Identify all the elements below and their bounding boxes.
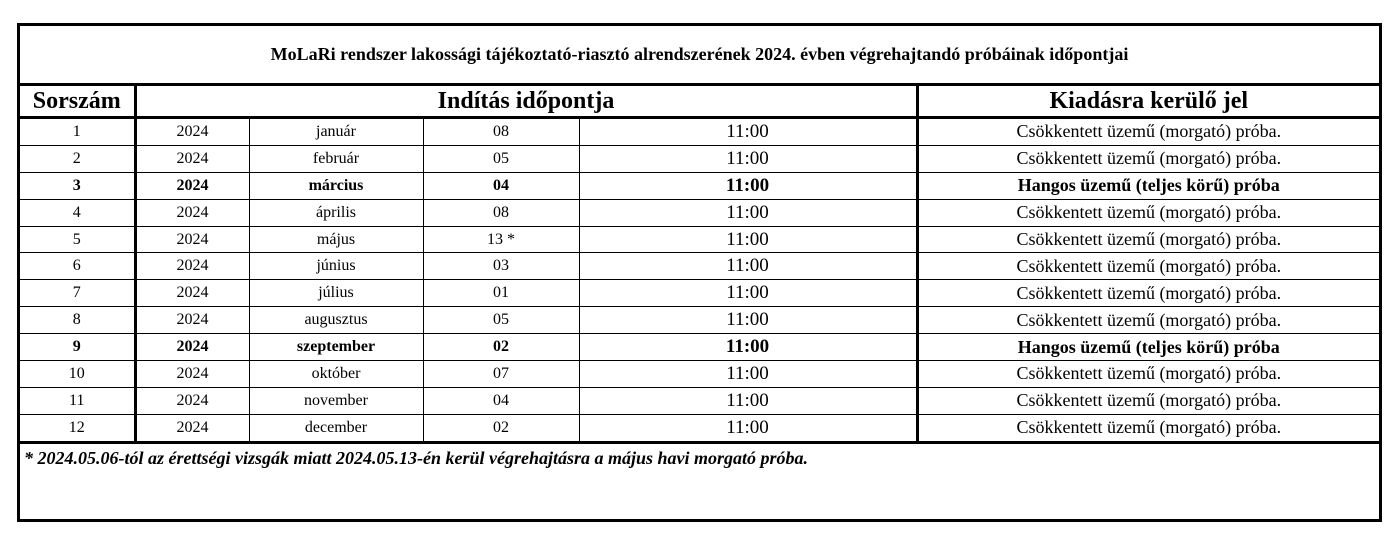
table-row: 10 2024 október 07 11:00 Csökkentett üzemű (m… (20, 360, 1379, 388)
row-year: 2024 (133, 172, 250, 200)
row-month: május (248, 226, 424, 254)
row-number: 1 (20, 117, 136, 146)
row-year: 2024 (133, 387, 250, 415)
row-signal: Csökkentett üzemű (morgató) próba. (915, 226, 1379, 254)
table-row: 11 2024 november 04 11:00 Csökkentett üzemű (… (20, 387, 1379, 415)
row-day: 07 (422, 360, 580, 388)
row-month: november (248, 387, 424, 415)
row-month: július (248, 279, 424, 308)
row-time: 11:00 (578, 199, 918, 227)
row-signal: Csökkentett üzemű (morgató) próba. (915, 145, 1379, 173)
row-month: április (248, 199, 424, 227)
row-number: 3 (20, 172, 136, 200)
row-time: 11:00 (578, 414, 918, 444)
table-row: 1 2024 január 08 11:00 Csökkentett üzemű (mor… (20, 117, 1379, 146)
row-month: október (248, 360, 424, 388)
document-title: MoLaRi rendszer lakossági tájékoztató-ri… (20, 26, 1379, 86)
row-year: 2024 (133, 199, 250, 227)
row-day: 03 (422, 252, 580, 281)
row-month: január (248, 117, 424, 146)
row-year: 2024 (133, 145, 250, 173)
row-number: 9 (20, 333, 136, 362)
row-time: 11:00 (578, 226, 918, 254)
row-day: 02 (422, 333, 580, 362)
row-month: december (248, 414, 424, 444)
row-number: 12 (20, 414, 136, 444)
row-number: 6 (20, 252, 136, 281)
schedule-table: Sorszám Indítás időpontja Kiadásra kerül… (20, 86, 1379, 444)
table-row: 6 2024 június 03 11:00 Csökkentett üzemű (mor… (20, 252, 1379, 281)
row-day: 13 * (422, 226, 580, 254)
row-signal: Csökkentett üzemű (morgató) próba. (915, 306, 1379, 335)
header-number: Sorszám (20, 86, 135, 119)
row-time: 11:00 (578, 333, 918, 362)
table-row: 5 2024 május 13 * 11:00 Csökkentett üzemű (mo… (20, 226, 1379, 254)
header-signal: Kiadásra kerülő jel (915, 86, 1379, 119)
row-signal: Hangos üzemű (teljes körű) próba (915, 172, 1379, 200)
table-row: 7 2024 július 01 11:00 Csökkentett üzemű (mor… (20, 279, 1379, 308)
row-year: 2024 (133, 117, 250, 146)
row-day: 05 (422, 145, 580, 173)
row-time: 11:00 (578, 252, 918, 281)
row-number: 10 (20, 360, 136, 388)
row-year: 2024 (133, 252, 250, 281)
row-year: 2024 (133, 360, 250, 388)
row-time: 11:00 (578, 117, 918, 146)
row-signal: Csökkentett üzemű (morgató) próba. (915, 279, 1379, 308)
row-number: 11 (20, 387, 136, 415)
row-month: március (248, 172, 424, 200)
row-number: 4 (20, 199, 136, 227)
header-start-time: Indítás időpontja (133, 86, 918, 119)
row-day: 01 (422, 279, 580, 308)
schedule-document: MoLaRi rendszer lakossági tájékoztató-ri… (17, 23, 1382, 522)
row-day: 08 (422, 199, 580, 227)
row-year: 2024 (133, 333, 250, 362)
table-row: 8 2024 augusztus 05 11:00 Csökkentett üzemű (… (20, 306, 1379, 335)
row-year: 2024 (133, 226, 250, 254)
row-month: február (248, 145, 424, 173)
row-year: 2024 (133, 414, 250, 444)
row-time: 11:00 (578, 279, 918, 308)
row-month: szeptember (248, 333, 424, 362)
row-time: 11:00 (578, 387, 918, 415)
row-signal: Csökkentett üzemű (morgató) próba. (915, 252, 1379, 281)
row-number: 7 (20, 279, 136, 308)
footnote: * 2024.05.06-tól az érettségi vizsgák mi… (24, 447, 809, 468)
row-signal: Hangos üzemű (teljes körű) próba (915, 333, 1379, 362)
table-row: 12 2024 december 02 11:00 Csökkentett üzemű (… (20, 414, 1379, 444)
row-time: 11:00 (578, 360, 918, 388)
row-day: 05 (422, 306, 580, 335)
row-day: 04 (422, 387, 580, 415)
row-year: 2024 (133, 306, 250, 335)
row-year: 2024 (133, 279, 250, 308)
row-time: 11:00 (578, 306, 918, 335)
row-time: 11:00 (578, 145, 918, 173)
table-row: 4 2024 április 08 11:00 Csökkentett üzemű (mo… (20, 199, 1379, 227)
row-signal: Csökkentett üzemű (morgató) próba. (915, 414, 1379, 444)
row-signal: Csökkentett üzemű (morgató) próba. (915, 387, 1379, 415)
row-time: 11:00 (578, 172, 918, 200)
row-signal: Csökkentett üzemű (morgató) próba. (915, 360, 1379, 388)
row-day: 08 (422, 117, 580, 146)
row-number: 5 (20, 226, 136, 254)
row-signal: Csökkentett üzemű (morgató) próba. (915, 117, 1379, 146)
row-month: augusztus (248, 306, 424, 335)
table-row: 9 2024 szeptember 02 11:00 Hangos üzemű (telj… (20, 333, 1379, 362)
header-row: Sorszám Indítás időpontja Kiadásra kerül… (20, 86, 1379, 119)
row-day: 04 (422, 172, 580, 200)
row-month: június (248, 252, 424, 281)
table-row: 3 2024 március 04 11:00 Hangos üzemű (teljes … (20, 172, 1379, 200)
table-row: 2 2024 február 05 11:00 Csökkentett üzemű (mo… (20, 145, 1379, 173)
row-day: 02 (422, 414, 580, 444)
row-signal: Csökkentett üzemű (morgató) próba. (915, 199, 1379, 227)
row-number: 8 (20, 306, 136, 335)
row-number: 2 (20, 145, 136, 173)
